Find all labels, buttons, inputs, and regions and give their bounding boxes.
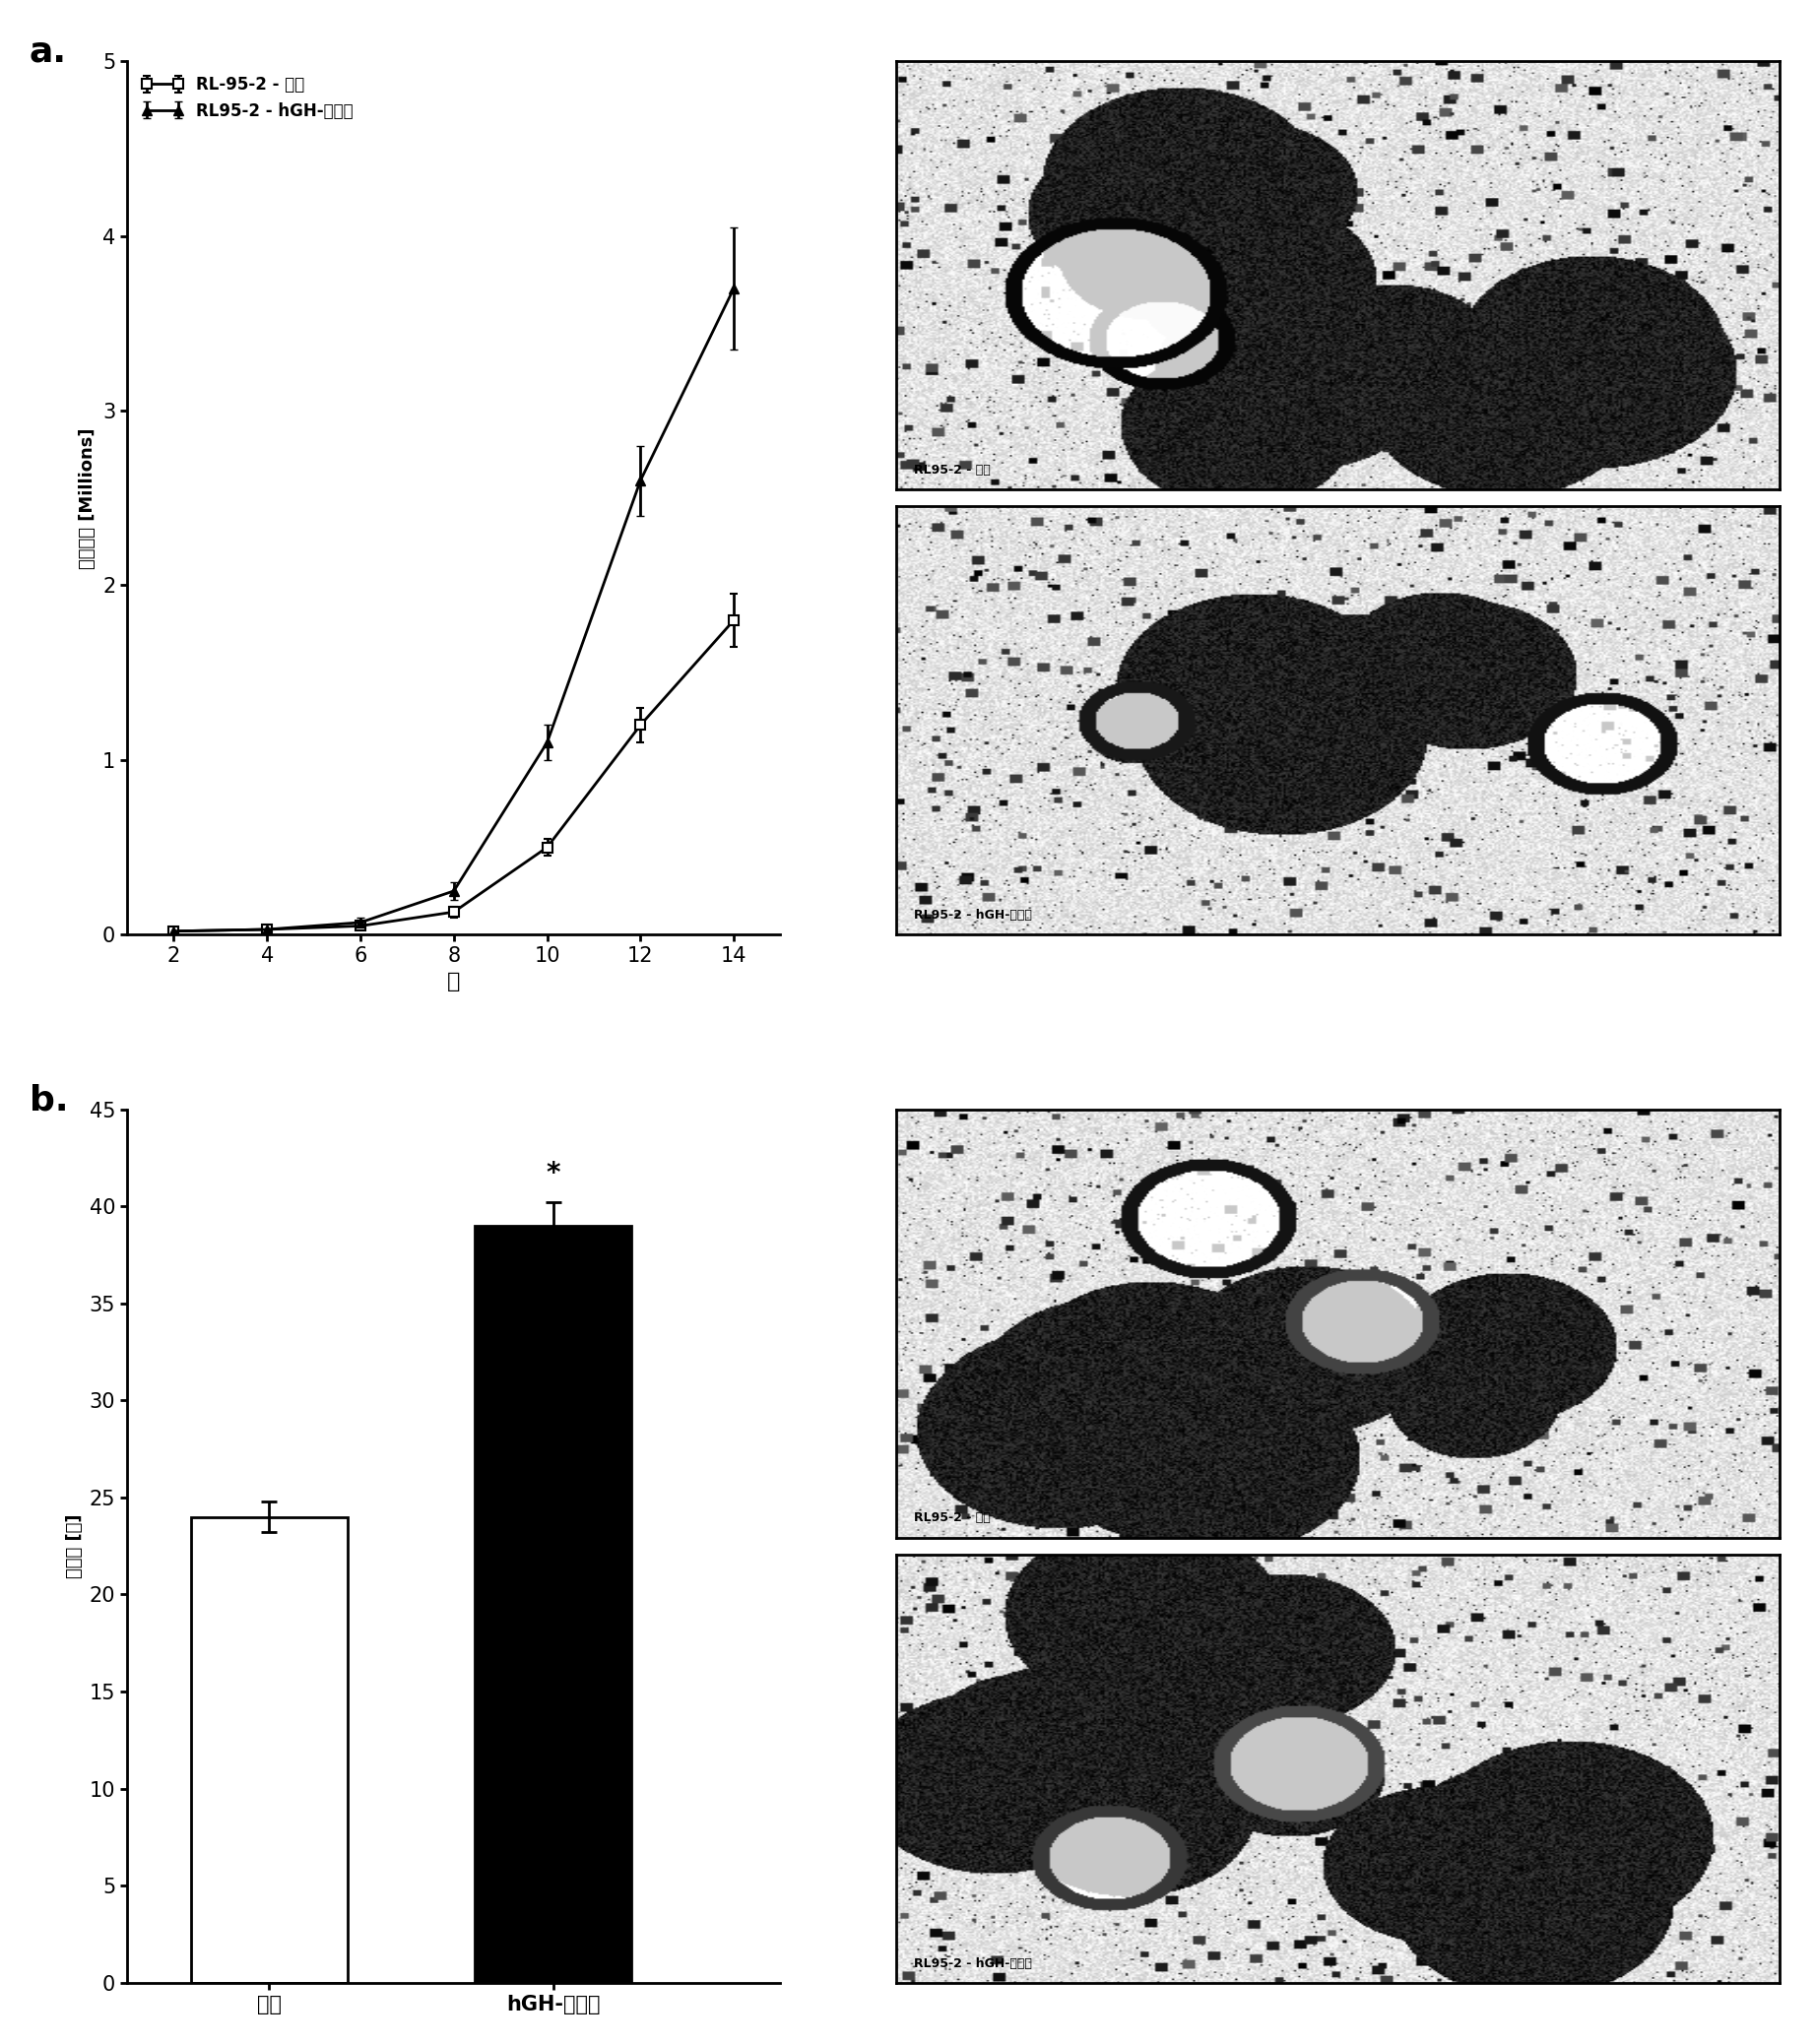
Text: *: * (547, 1159, 561, 1188)
Legend: RL-95-2 - 载体, RL95-2 - hGH-稳定的: RL-95-2 - 载体, RL95-2 - hGH-稳定的 (136, 69, 360, 127)
Y-axis label: 菌落数 [百]: 菌落数 [百] (65, 1515, 84, 1578)
X-axis label: 天: 天 (447, 971, 461, 991)
Text: RL95-2 - hGH-稳定的: RL95-2 - hGH-稳定的 (913, 910, 1031, 922)
Y-axis label: 细胞浓度 [Millions]: 细胞浓度 [Millions] (80, 427, 96, 568)
Text: RL95-2 - 载体: RL95-2 - 载体 (913, 1513, 990, 1525)
Bar (191, 1517, 347, 1983)
Text: RL95-2 - hGH-稳定的: RL95-2 - hGH-稳定的 (913, 1956, 1031, 1970)
Text: a.: a. (29, 35, 67, 69)
Text: RL95-2 - 载体: RL95-2 - 载体 (913, 464, 990, 476)
Bar (476, 1226, 632, 1983)
Text: b.: b. (29, 1083, 67, 1116)
